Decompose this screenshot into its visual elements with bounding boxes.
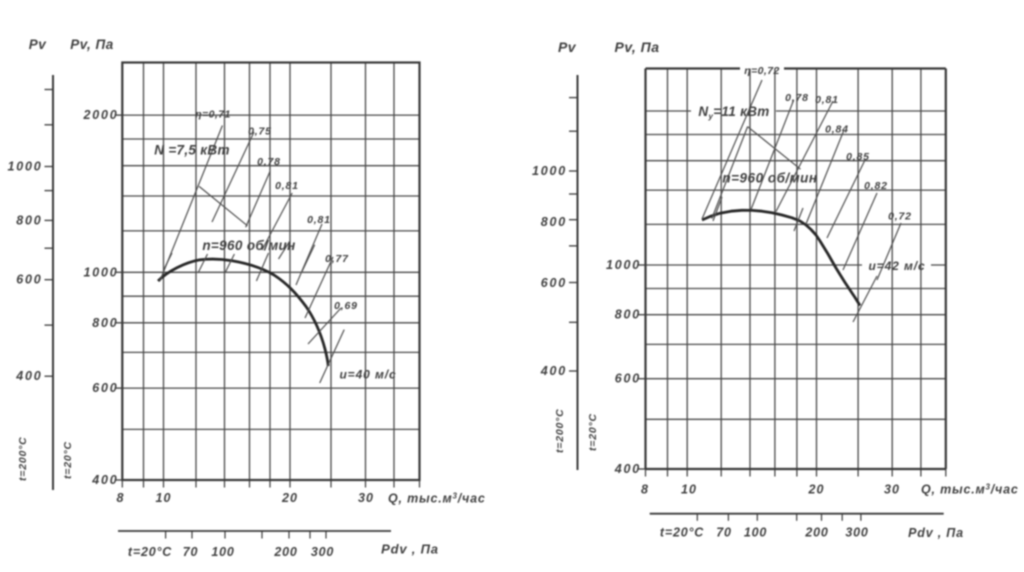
svg-text:1000: 1000 [83,265,118,279]
svg-text:8: 8 [641,483,649,497]
svg-text:N =7,5 кВт: N =7,5 кВт [154,143,230,158]
svg-text:0,84: 0,84 [825,124,849,136]
svg-text:u=40 м/с: u=40 м/с [339,368,396,382]
svg-text:t=20°C: t=20°C [62,441,74,479]
svg-text:1000: 1000 [532,164,567,178]
svg-text:800: 800 [16,213,42,227]
svg-text:1000: 1000 [606,258,641,272]
svg-text:20: 20 [808,483,825,497]
svg-text:Pdv , Па: Pdv , Па [908,526,964,540]
svg-text:30: 30 [358,491,374,505]
svg-text:600: 600 [541,276,567,290]
svg-text:400: 400 [91,473,118,487]
svg-text:t=20°C: t=20°C [587,413,599,451]
svg-text:Nу=11 кВт: Nу=11 кВт [698,104,769,121]
svg-text:0,82: 0,82 [864,180,888,192]
svg-text:800: 800 [92,316,118,330]
svg-text:u=42 м/с: u=42 м/с [868,259,925,273]
svg-text:400: 400 [15,369,42,383]
svg-text:t=20°C: t=20°C [660,526,704,540]
svg-text:0,78: 0,78 [257,156,281,168]
svg-text:Pdv , Па: Pdv , Па [381,542,439,557]
svg-text:t=200°C: t=200°C [554,408,566,453]
svg-text:0,81: 0,81 [275,180,299,192]
svg-text:10: 10 [681,483,697,497]
svg-text:400: 400 [540,364,567,378]
svg-text:10: 10 [156,491,172,505]
svg-text:Pv: Pv [558,39,577,55]
svg-text:Q, тыс.м3/час: Q, тыс.м3/час [921,483,1019,497]
svg-text:t=20°C: t=20°C [128,545,172,559]
svg-text:0,69: 0,69 [334,300,358,312]
svg-text:η=0,71: η=0,71 [195,109,230,121]
svg-text:1000: 1000 [7,160,42,174]
svg-text:n=960 об/мин: n=960 об/мин [202,238,295,253]
svg-text:t=200°C: t=200°C [17,436,29,481]
svg-text:300: 300 [311,545,334,559]
svg-text:Pv: Pv [29,37,48,52]
svg-text:800: 800 [541,215,567,229]
svg-text:0,72: 0,72 [888,211,912,223]
svg-text:20: 20 [281,491,298,505]
svg-text:600: 600 [16,273,42,287]
svg-text:0,78: 0,78 [785,92,809,104]
svg-text:30: 30 [884,483,900,497]
svg-text:0,81: 0,81 [815,94,839,106]
svg-text:800: 800 [615,308,641,322]
svg-text:0,81: 0,81 [307,214,331,226]
svg-text:70: 70 [716,526,732,540]
svg-text:Pv, Па: Pv, Па [615,39,660,55]
svg-text:200: 200 [804,526,828,540]
svg-text:0,77: 0,77 [325,253,349,265]
svg-text:Q, тыс.м3/час: Q, тыс.м3/час [388,492,486,506]
svg-text:200: 200 [273,545,297,559]
svg-text:600: 600 [92,381,118,395]
svg-text:0,85: 0,85 [846,151,870,163]
svg-text:600: 600 [615,372,641,386]
svg-text:η=0,72: η=0,72 [744,65,779,77]
svg-text:8: 8 [117,491,125,505]
svg-text:300: 300 [845,526,868,540]
svg-text:Pv, Па: Pv, Па [70,37,114,52]
svg-text:70: 70 [183,545,199,559]
svg-text:400: 400 [614,462,641,476]
svg-text:2000: 2000 [82,108,118,122]
svg-text:0,75: 0,75 [248,126,272,138]
svg-text:100: 100 [744,526,767,540]
svg-text:n=960 об/мин: n=960 об/мин [722,171,817,186]
svg-text:100: 100 [211,545,234,559]
